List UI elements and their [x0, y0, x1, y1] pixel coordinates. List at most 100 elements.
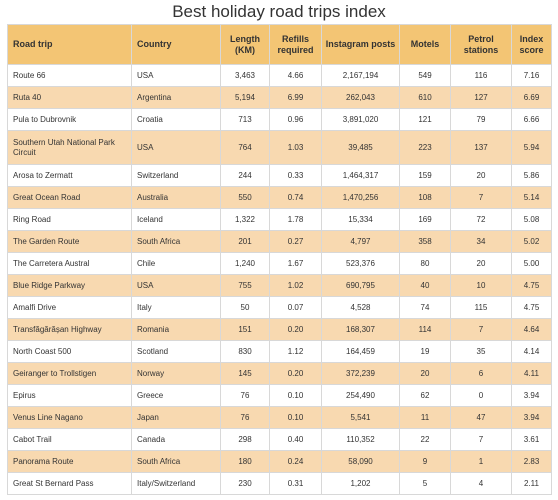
- refills-cell: 0.40: [269, 428, 322, 451]
- petrol-stations-cell: 79: [450, 108, 512, 131]
- table-row: Great St Bernard Pass Italy/Switzerland 23…: [7, 472, 552, 495]
- column-header: Length (KM): [220, 24, 270, 65]
- index-score-cell: 5.02: [511, 230, 552, 253]
- road-trip-cell: Arosa to Zermatt: [7, 164, 132, 187]
- length-cell: 3,463: [220, 64, 270, 87]
- instagram-posts-cell: 1,202: [321, 472, 400, 495]
- table-row: Southern Utah National Park Circuit USA 76…: [7, 130, 552, 165]
- header-row: Road trip Country Length (KM) Refills re…: [7, 24, 552, 65]
- road-trip-cell: Route 66: [7, 64, 132, 87]
- index-score-cell: 5.08: [511, 208, 552, 231]
- motels-cell: 358: [399, 230, 451, 253]
- column-header: Motels: [399, 24, 451, 65]
- index-score-cell: 3.94: [511, 406, 552, 429]
- petrol-stations-cell: 6: [450, 362, 512, 385]
- column-header: Instagram posts: [321, 24, 400, 65]
- road-trip-cell: The Carretera Austral: [7, 252, 132, 275]
- index-score-cell: 3.61: [511, 428, 552, 451]
- table-row: The Carretera Austral Chile 1,240 1.67 523,3…: [7, 252, 552, 275]
- table-row: Blue Ridge Parkway USA 755 1.02 690,795 40 10 4…: [7, 274, 552, 297]
- road-trips-table: Road trip Country Length (KM) Refills re…: [7, 24, 552, 495]
- table-row: Ring Road Iceland 1,322 1.78 15,334 169 72 5.08: [7, 208, 552, 231]
- index-score-cell: 5.00: [511, 252, 552, 275]
- column-header: Road trip: [7, 24, 132, 65]
- country-cell: Greece: [131, 384, 221, 407]
- refills-cell: 0.74: [269, 186, 322, 209]
- table-title: Best holiday road trips index: [172, 2, 386, 21]
- instagram-posts-cell: 164,459: [321, 340, 400, 363]
- instagram-posts-cell: 15,334: [321, 208, 400, 231]
- refills-cell: 0.27: [269, 230, 322, 253]
- petrol-stations-cell: 7: [450, 318, 512, 341]
- road-trip-cell: Southern Utah National Park Circuit: [7, 130, 132, 165]
- country-cell: South Africa: [131, 450, 221, 473]
- column-header: Petrol stations: [450, 24, 512, 65]
- road-trip-cell: North Coast 500: [7, 340, 132, 363]
- length-cell: 76: [220, 406, 270, 429]
- refills-cell: 1.78: [269, 208, 322, 231]
- table-row: The Garden Route South Africa 201 0.27 4,797…: [7, 230, 552, 253]
- instagram-posts-cell: 523,376: [321, 252, 400, 275]
- index-score-cell: 3.94: [511, 384, 552, 407]
- table-row: Route 66 USA 3,463 4.66 2,167,194 549 116 7.16: [7, 64, 552, 87]
- length-cell: 764: [220, 130, 270, 165]
- motels-cell: 121: [399, 108, 451, 131]
- petrol-stations-cell: 10: [450, 274, 512, 297]
- road-trip-cell: Ring Road: [7, 208, 132, 231]
- motels-cell: 22: [399, 428, 451, 451]
- length-cell: 151: [220, 318, 270, 341]
- length-cell: 830: [220, 340, 270, 363]
- refills-cell: 4.66: [269, 64, 322, 87]
- country-cell: Argentina: [131, 86, 221, 109]
- motels-cell: 9: [399, 450, 451, 473]
- country-cell: Chile: [131, 252, 221, 275]
- motels-cell: 5: [399, 472, 451, 495]
- instagram-posts-cell: 4,528: [321, 296, 400, 319]
- road-trip-cell: The Garden Route: [7, 230, 132, 253]
- refills-cell: 0.24: [269, 450, 322, 473]
- table-row: North Coast 500 Scotland 830 1.12 164,459 19 3…: [7, 340, 552, 363]
- country-cell: Australia: [131, 186, 221, 209]
- length-cell: 1,240: [220, 252, 270, 275]
- length-cell: 713: [220, 108, 270, 131]
- petrol-stations-cell: 34: [450, 230, 512, 253]
- petrol-stations-cell: 20: [450, 164, 512, 187]
- country-cell: USA: [131, 130, 221, 165]
- petrol-stations-cell: 72: [450, 208, 512, 231]
- instagram-posts-cell: 58,090: [321, 450, 400, 473]
- refills-cell: 0.20: [269, 318, 322, 341]
- instagram-posts-cell: 1,464,317: [321, 164, 400, 187]
- instagram-posts-cell: 2,167,194: [321, 64, 400, 87]
- motels-cell: 169: [399, 208, 451, 231]
- country-cell: South Africa: [131, 230, 221, 253]
- length-cell: 755: [220, 274, 270, 297]
- motels-cell: 159: [399, 164, 451, 187]
- road-trip-cell: Blue Ridge Parkway: [7, 274, 132, 297]
- petrol-stations-cell: 20: [450, 252, 512, 275]
- table-row: Transfăgărășan Highway Romania 151 0.20 168,…: [7, 318, 552, 341]
- motels-cell: 40: [399, 274, 451, 297]
- petrol-stations-cell: 127: [450, 86, 512, 109]
- index-score-cell: 4.75: [511, 274, 552, 297]
- country-cell: Iceland: [131, 208, 221, 231]
- length-cell: 180: [220, 450, 270, 473]
- column-header: Index score: [511, 24, 552, 65]
- instagram-posts-cell: 262,043: [321, 86, 400, 109]
- length-cell: 550: [220, 186, 270, 209]
- refills-cell: 6.99: [269, 86, 322, 109]
- length-cell: 50: [220, 296, 270, 319]
- column-header: Country: [131, 24, 221, 65]
- petrol-stations-cell: 4: [450, 472, 512, 495]
- index-score-cell: 5.94: [511, 130, 552, 165]
- refills-cell: 0.07: [269, 296, 322, 319]
- refills-cell: 0.10: [269, 406, 322, 429]
- country-cell: Canada: [131, 428, 221, 451]
- country-cell: Scotland: [131, 340, 221, 363]
- table-row: Geiranger to Trollstigen Norway 145 0.20 372…: [7, 362, 552, 385]
- table-row: Epirus Greece 76 0.10 254,490 62 0 3.94: [7, 384, 552, 407]
- petrol-stations-cell: 35: [450, 340, 512, 363]
- country-cell: Romania: [131, 318, 221, 341]
- petrol-stations-cell: 7: [450, 428, 512, 451]
- road-trip-cell: Great St Bernard Pass: [7, 472, 132, 495]
